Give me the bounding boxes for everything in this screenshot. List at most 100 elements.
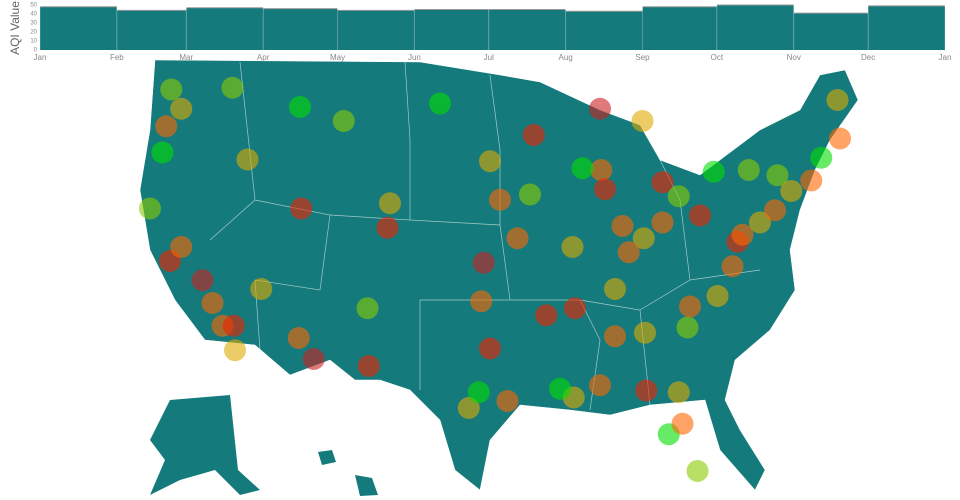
- x-tick-label: Feb: [110, 53, 124, 62]
- station-marker: [604, 325, 626, 348]
- y-tick-label: 10: [30, 39, 37, 45]
- station-marker: [302, 348, 325, 370]
- station-marker: [549, 377, 571, 400]
- station-marker: [766, 164, 789, 187]
- area-step: [868, 5, 945, 50]
- station-marker: [561, 236, 584, 258]
- station-marker: [457, 397, 480, 419]
- x-tick-label: Apr: [257, 53, 270, 62]
- x-tick-label: Jan: [939, 53, 952, 62]
- station-marker: [151, 141, 174, 164]
- x-tick-label: Mar: [179, 53, 193, 62]
- x-tick-label: Dec: [861, 53, 875, 62]
- station-marker: [332, 110, 355, 132]
- station-marker: [829, 127, 851, 150]
- station-marker: [651, 211, 674, 234]
- station-marker: [489, 188, 511, 211]
- station-marker: [667, 381, 690, 404]
- x-tick-label: Jan: [34, 53, 47, 62]
- station-marker: [780, 180, 803, 202]
- station-marker: [679, 295, 701, 318]
- y-tick-label: 20: [30, 30, 37, 36]
- station-marker: [826, 89, 849, 111]
- x-tick-label: May: [330, 53, 345, 62]
- x-tick-label: Jul: [484, 53, 494, 62]
- station-marker: [155, 115, 178, 138]
- alaska: [150, 395, 260, 495]
- area-step: [116, 10, 187, 50]
- station-marker: [590, 159, 613, 181]
- station-marker: [236, 148, 259, 171]
- area-step: [716, 5, 794, 50]
- area-step: [793, 13, 869, 51]
- station-marker: [522, 124, 545, 146]
- station-marker: [535, 304, 558, 327]
- x-tick-label: Aug: [559, 53, 573, 62]
- y-axis-label: AQI Value: [8, 1, 22, 55]
- station-marker: [611, 215, 634, 237]
- station-marker: [635, 379, 658, 402]
- station-marker: [496, 390, 519, 412]
- station-marker: [250, 278, 273, 300]
- station-marker: [287, 327, 310, 349]
- station-marker: [222, 314, 245, 337]
- station-marker: [221, 76, 244, 99]
- station-marker: [379, 192, 401, 215]
- x-tick-label: Sep: [635, 53, 650, 62]
- x-tick-label: Oct: [711, 53, 724, 62]
- station-marker: [634, 321, 656, 344]
- area-step: [40, 6, 117, 51]
- y-tick-label: 40: [30, 12, 37, 18]
- station-marker: [470, 290, 493, 313]
- y-tick-label: 0: [34, 48, 38, 54]
- contiguous-us: [139, 59, 859, 491]
- station-marker: [160, 78, 183, 101]
- station-marker: [702, 160, 725, 183]
- station-marker: [589, 97, 611, 120]
- station-marker: [671, 412, 694, 435]
- station-marker: [667, 185, 690, 208]
- station-marker: [139, 197, 161, 220]
- station-marker: [731, 223, 754, 246]
- station-marker: [737, 159, 760, 181]
- station-marker: [376, 216, 399, 239]
- hawaii: [318, 450, 378, 496]
- station-marker: [472, 251, 495, 274]
- area-step: [414, 9, 489, 50]
- station-marker: [676, 316, 699, 339]
- station-marker: [686, 460, 709, 482]
- station-marker: [357, 355, 380, 377]
- station-marker: [631, 110, 654, 132]
- station-marker: [289, 96, 311, 118]
- station-marker: [689, 204, 711, 227]
- area-step: [337, 10, 415, 50]
- station-marker: [519, 183, 541, 206]
- x-tick-label: Nov: [787, 53, 801, 62]
- station-marker: [594, 178, 616, 201]
- station-marker: [356, 297, 379, 320]
- station-marker: [617, 241, 640, 264]
- station-marker: [589, 374, 611, 397]
- station-marker: [764, 199, 786, 222]
- station-marker: [467, 381, 490, 404]
- area-step: [186, 7, 264, 50]
- x-tick-label: Jun: [408, 53, 421, 62]
- station-marker: [721, 255, 744, 278]
- station-marker: [170, 236, 193, 258]
- y-tick-label: 30: [30, 21, 37, 27]
- station-marker: [290, 197, 313, 220]
- station-marker: [506, 227, 529, 250]
- station-marker: [706, 285, 729, 307]
- station-marker: [170, 97, 193, 120]
- station-marker: [224, 339, 246, 362]
- us-map: [139, 59, 859, 496]
- station-marker: [651, 171, 674, 194]
- station-marker: [632, 227, 655, 250]
- y-tick-label: 50: [30, 3, 37, 9]
- station-marker: [810, 146, 833, 169]
- station-marker: [479, 337, 501, 360]
- station-marker: [571, 157, 594, 180]
- area-step: [642, 6, 717, 51]
- area-step: [565, 11, 643, 51]
